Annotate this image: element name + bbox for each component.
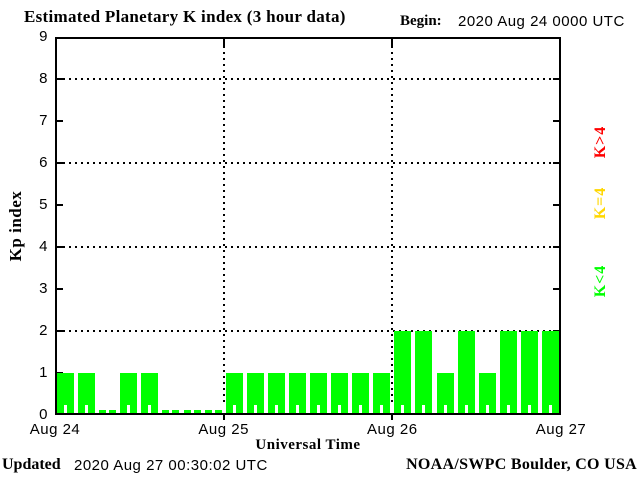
bar-tick-notch — [190, 405, 194, 413]
y-tick-label: 0 — [39, 406, 48, 423]
axis-tick — [57, 204, 63, 206]
bar-tick-notch — [232, 405, 236, 413]
kp-bar — [288, 373, 306, 413]
axis-tick — [553, 288, 559, 290]
y-tick-label: 3 — [39, 280, 48, 297]
axis-tick — [57, 120, 63, 122]
y-tick-label: 7 — [39, 112, 48, 129]
chart-title: Estimated Planetary K index (3 hour data… — [24, 7, 346, 26]
axis-tick — [57, 330, 63, 332]
day-tick-bottom — [222, 415, 225, 420]
credit-text: NOAA/SWPC Boulder, CO USA — [406, 456, 637, 473]
kp-bar — [225, 373, 243, 413]
bar-tick-notch — [485, 405, 489, 413]
gridline — [63, 162, 553, 164]
kp-bar — [541, 331, 559, 413]
axis-tick — [553, 78, 559, 80]
x-axis-label: Universal Time — [255, 437, 361, 453]
kp-bar — [120, 373, 138, 413]
begin-value: 2020 Aug 24 0000 UTC — [458, 13, 625, 30]
axis-tick — [57, 246, 63, 248]
legend-label-k-lt-4: K<4 — [592, 264, 609, 298]
x-tick-label: Aug 24 — [29, 421, 81, 438]
kp-bar — [267, 373, 285, 413]
axis-tick — [553, 162, 559, 164]
kp-bar — [478, 373, 496, 413]
gridline — [63, 78, 553, 80]
bar-tick-notch — [401, 405, 405, 413]
axis-tick — [57, 78, 63, 80]
kp-bar — [141, 373, 159, 413]
bar-tick-notch — [380, 405, 384, 413]
bar-tick-notch — [85, 405, 89, 413]
updated-label: Updated — [2, 456, 61, 473]
kp-bar — [457, 331, 475, 413]
legend-label-k-gt-4: K>4 — [592, 125, 609, 159]
axis-tick — [553, 246, 559, 248]
kp-bar — [394, 331, 412, 413]
bar-tick-notch — [506, 405, 510, 413]
x-tick-label: Aug 26 — [367, 421, 418, 438]
bar-tick-notch — [548, 405, 552, 413]
bar-tick-notch — [422, 405, 426, 413]
y-tick-label: 6 — [39, 154, 48, 171]
bar-tick-notch — [338, 405, 342, 413]
kp-bar — [99, 405, 117, 413]
gridline — [63, 246, 553, 248]
kp-bar — [499, 331, 517, 413]
bar-tick-notch — [464, 405, 468, 413]
bar-tick-notch — [106, 405, 110, 413]
day-divider — [222, 46, 225, 406]
plot-area — [55, 37, 561, 415]
axis-tick — [57, 162, 63, 164]
kp-bar — [183, 405, 201, 413]
bar-tick-notch — [274, 405, 278, 413]
day-divider — [391, 46, 394, 406]
x-tick-label: Aug 27 — [535, 421, 587, 438]
begin-label: Begin: — [400, 13, 442, 29]
bar-tick-notch — [443, 405, 447, 413]
bar-tick-notch — [211, 405, 215, 413]
day-tick-top — [391, 39, 394, 46]
y-tick-label: 9 — [39, 28, 48, 45]
day-tick-bottom — [391, 415, 394, 420]
bar-tick-notch — [127, 405, 131, 413]
kp-bar — [436, 373, 454, 413]
y-axis-label: Kp index — [6, 190, 25, 262]
kp-bar — [204, 405, 222, 413]
kp-bar — [78, 373, 96, 413]
bar-tick-notch — [295, 405, 299, 413]
y-tick-label: 4 — [39, 238, 48, 255]
kp-bar — [246, 373, 264, 413]
kp-bar — [331, 373, 349, 413]
day-tick-top — [222, 39, 225, 46]
axis-tick — [553, 204, 559, 206]
y-tick-label: 5 — [39, 196, 48, 213]
bar-tick-notch — [253, 405, 257, 413]
bar-tick-notch — [359, 405, 363, 413]
kp-bar — [352, 373, 370, 413]
x-tick-label: Aug 25 — [198, 421, 249, 438]
kp-bar — [415, 331, 433, 413]
legend-label-k-eq-4: K=4 — [592, 186, 609, 220]
bar-tick-notch — [148, 405, 152, 413]
bar-tick-notch — [527, 405, 531, 413]
axis-tick — [57, 288, 63, 290]
gridline — [63, 330, 553, 332]
kp-bar — [373, 373, 391, 413]
bar-tick-notch — [317, 405, 320, 413]
bar-tick-notch — [169, 405, 173, 413]
kp-bar — [310, 373, 327, 413]
kp-bar — [520, 331, 538, 413]
kp-bar — [57, 373, 74, 413]
kp-bar — [162, 405, 180, 413]
y-tick-label: 8 — [39, 70, 48, 87]
y-tick-label: 2 — [39, 322, 48, 339]
updated-value: 2020 Aug 27 00:30:02 UTC — [74, 457, 268, 474]
y-tick-label: 1 — [39, 364, 48, 381]
bar-tick-notch — [64, 405, 67, 413]
axis-tick — [553, 120, 559, 122]
